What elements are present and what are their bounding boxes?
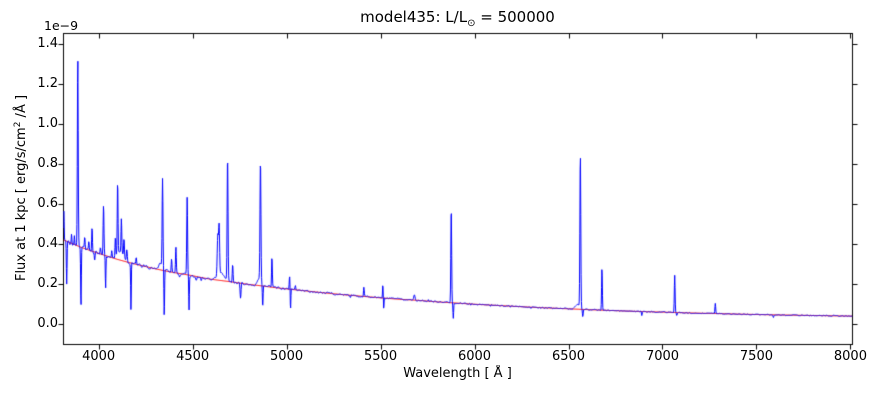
y-tick-label: 1.4 [37, 36, 58, 52]
y-tick-label: 0.4 [37, 235, 58, 251]
chart-title-text: model435: L/L [360, 8, 468, 26]
x-tick-label: 6500 [551, 349, 586, 364]
x-tick-label: 6000 [457, 349, 492, 364]
x-tick-label: 7500 [739, 349, 773, 364]
x-tick-label: 4500 [176, 349, 210, 364]
y-tick-label: 0.6 [37, 195, 58, 211]
x-tick-label: 5500 [364, 349, 398, 364]
y-tick-label: 0.8 [37, 156, 58, 172]
y-tick-label: 1.2 [37, 76, 58, 92]
chart-title-suffix: = 500000 [475, 8, 555, 26]
sun-subscript-symbol: ⊙ [467, 18, 476, 29]
x-axis-label: Wavelength [ Å ] [403, 366, 512, 381]
x-tick-label: 4000 [82, 349, 116, 364]
x-tick-label: 8000 [833, 349, 867, 364]
y-axis-offset-text: 1e−9 [44, 18, 79, 33]
y-tick-label: 0.0 [37, 315, 58, 331]
x-tick-label: 5000 [270, 349, 304, 364]
y-tick-label: 1.0 [37, 116, 58, 132]
y-tick-label: 0.2 [37, 275, 58, 291]
chart-title: model435: L/L⊙ = 500000 [63, 8, 852, 29]
x-tick-label: 7000 [645, 349, 680, 364]
